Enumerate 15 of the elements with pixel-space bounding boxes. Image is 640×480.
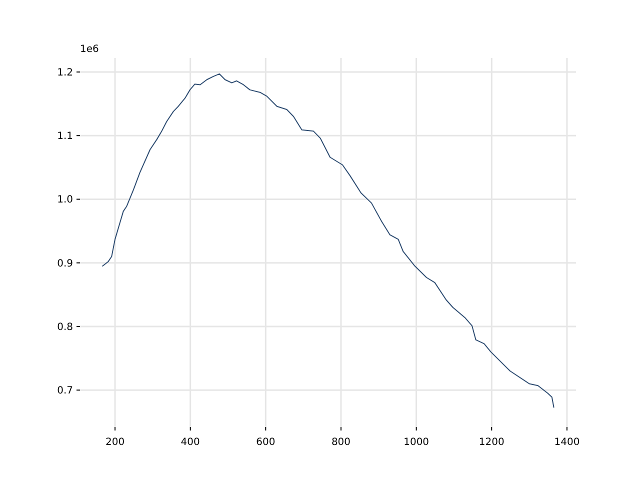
x-tick-label: 1000	[404, 437, 430, 448]
x-tick-label: 600	[256, 437, 276, 448]
y-tick-label: 1.2	[57, 67, 73, 78]
text: 1e6	[80, 44, 99, 55]
y-tick-label: 1.0	[57, 194, 73, 206]
x-tick-label: 1400	[554, 437, 580, 448]
y-tick-label: 0.8	[57, 322, 73, 333]
x-tick-label: 200	[105, 437, 125, 448]
x-tick-label: 400	[180, 437, 200, 448]
x-tick-label: 1200	[478, 437, 504, 448]
line-series	[102, 73, 554, 408]
y-tick-label: 0.9	[57, 258, 73, 270]
y-tick-label: 1.1	[57, 131, 73, 142]
y-tick-label: 0.7	[57, 386, 73, 397]
x-tick-label: 800	[331, 437, 351, 448]
